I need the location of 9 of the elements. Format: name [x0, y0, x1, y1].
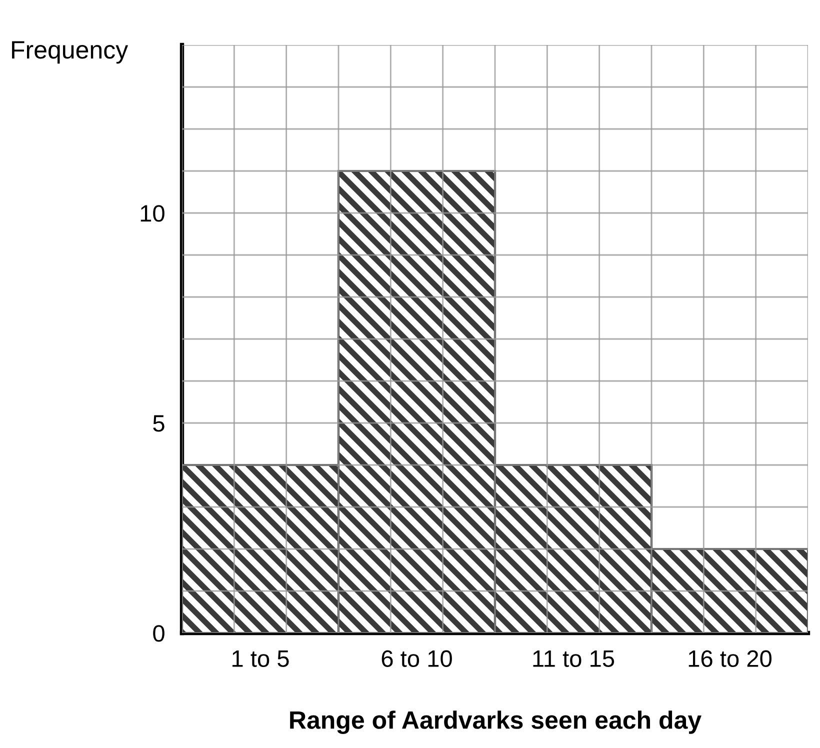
y-axis-title: Frequency	[12, 41, 128, 64]
x-tick-label: 6 to 10	[382, 650, 452, 668]
y-tick-label: 5	[153, 415, 164, 432]
x-tick-label: 11 to 15	[533, 650, 614, 668]
y-tick-label: 10	[140, 205, 164, 222]
x-tick-label: 1 to 5	[232, 650, 289, 668]
x-axis-title: Range of Aardvarks seen each day	[290, 710, 702, 734]
y-tick-label: 0	[153, 625, 164, 642]
x-tick-label: 16 to 20	[688, 650, 772, 668]
